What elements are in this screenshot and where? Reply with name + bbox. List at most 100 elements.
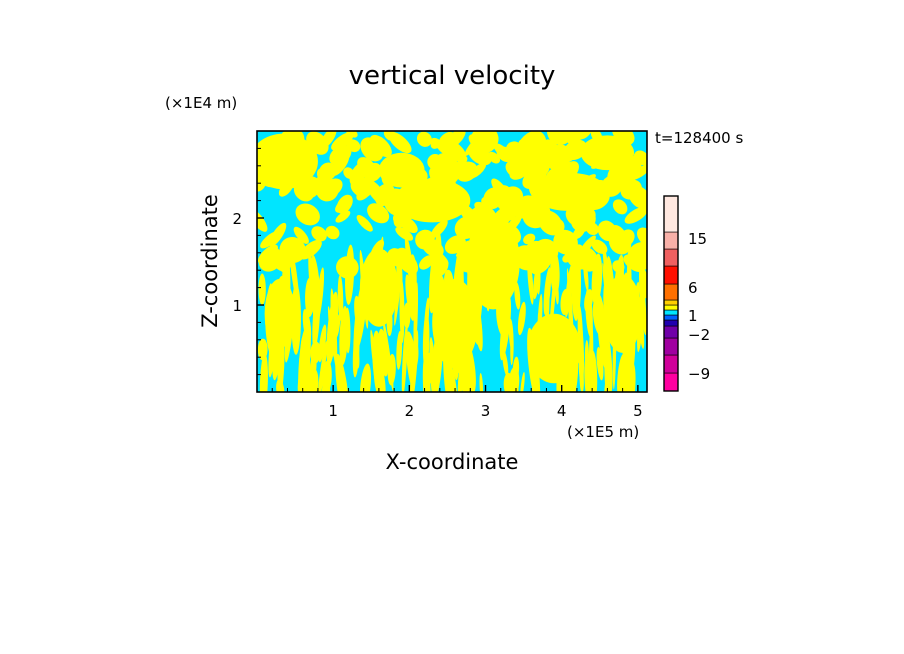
positive-streak [527, 327, 540, 392]
positive-streak [357, 157, 376, 176]
positive-streak [553, 160, 576, 183]
positive-streak [589, 350, 598, 392]
positive-regions [257, 131, 647, 392]
colorbar-segment [663, 195, 679, 233]
positive-streak [457, 161, 472, 172]
positive-streak [508, 366, 520, 392]
positive-streak [343, 167, 355, 179]
positive-streak [350, 178, 372, 198]
positive-streak [419, 255, 434, 270]
positive-streak [387, 248, 407, 268]
positive-streak [488, 196, 501, 209]
positive-streak [430, 254, 449, 271]
colorbar-segment [663, 299, 679, 306]
colorbar-segment [663, 337, 679, 356]
positive-streak [309, 369, 319, 392]
positive-streak [272, 251, 292, 272]
positive-streak [459, 203, 480, 227]
positive-streak [520, 153, 530, 163]
positive-streak [427, 206, 447, 222]
positive-streak [624, 136, 633, 146]
positive-streak [469, 162, 487, 179]
positive-streak [499, 185, 515, 203]
positive-streak [553, 229, 578, 255]
positive-streak [403, 185, 426, 208]
positive-streak [517, 301, 526, 336]
x-tick-label: 2 [405, 402, 415, 420]
positive-streak [374, 183, 395, 207]
positive-streak [575, 246, 599, 272]
y-axis-unit: (×1E4 m) [165, 94, 237, 112]
positive-streak [386, 308, 393, 337]
positive-streak [463, 352, 472, 392]
positive-streak [514, 281, 521, 310]
positive-streak [446, 194, 461, 210]
positive-streak [631, 281, 640, 333]
positive-streak [409, 330, 419, 392]
contour-field [257, 131, 647, 392]
positive-streak [501, 224, 522, 244]
colorbar-segment [663, 283, 679, 301]
positive-streak [403, 302, 411, 329]
positive-streak [590, 131, 603, 143]
colorbar-segment [663, 265, 679, 285]
positive-streak [572, 225, 586, 240]
positive-streak [320, 131, 337, 149]
positive-streak [272, 275, 286, 334]
positive-streak [297, 363, 308, 392]
positive-streak [561, 341, 569, 392]
x-axis-ticks: 1 2 3 4 5 [271, 385, 643, 420]
positive-streak [484, 262, 499, 277]
positive-streak [299, 239, 322, 260]
colorbar-frame [663, 195, 679, 392]
positive-streak [520, 372, 525, 392]
positive-streak [431, 158, 460, 186]
positive-streak [499, 247, 522, 269]
positive-streak [596, 294, 608, 369]
positive-streak [260, 151, 276, 169]
positive-streak [375, 287, 381, 312]
positive-streak [572, 131, 593, 140]
positive-streak [488, 228, 504, 244]
positive-streak [508, 318, 514, 350]
positive-streak [260, 230, 281, 249]
positive-streak [609, 231, 632, 255]
positive-streak [378, 328, 389, 377]
positive-streak [395, 226, 414, 241]
colorbar-segment [663, 325, 679, 339]
colorbar-segment [663, 319, 679, 327]
y-axis-label: Z-coordinate [198, 194, 222, 328]
positive-streak [612, 312, 617, 390]
positive-streak [330, 288, 338, 367]
positive-streak [579, 366, 584, 392]
positive-streak [523, 233, 536, 245]
positive-streak [318, 324, 327, 363]
positive-streak [258, 244, 278, 264]
positive-streak [450, 331, 459, 381]
positive-streak [329, 144, 352, 166]
positive-streak [577, 305, 584, 366]
positive-streak [331, 132, 354, 151]
y-tick-label: 2 [232, 210, 242, 228]
positive-streak [259, 353, 268, 392]
positive-streak [615, 146, 627, 160]
positive-streak [607, 155, 618, 168]
positive-streak [276, 379, 285, 392]
positive-streak [278, 180, 294, 197]
positive-streak [433, 302, 444, 365]
colorbar-segment [663, 304, 679, 311]
positive-streak [413, 282, 419, 352]
positive-streak [295, 203, 320, 226]
positive-streak [337, 275, 344, 322]
positive-streak [396, 330, 403, 370]
positive-streak [602, 244, 614, 321]
positive-streak [293, 181, 314, 202]
x-tick-label: 1 [328, 402, 338, 420]
positive-streak [487, 151, 501, 164]
positive-streak [258, 273, 266, 306]
positive-streak [479, 372, 484, 392]
positive-streak [450, 367, 458, 392]
positive-streak [293, 226, 309, 244]
positive-streak [593, 179, 615, 198]
positive-streak [410, 168, 428, 186]
